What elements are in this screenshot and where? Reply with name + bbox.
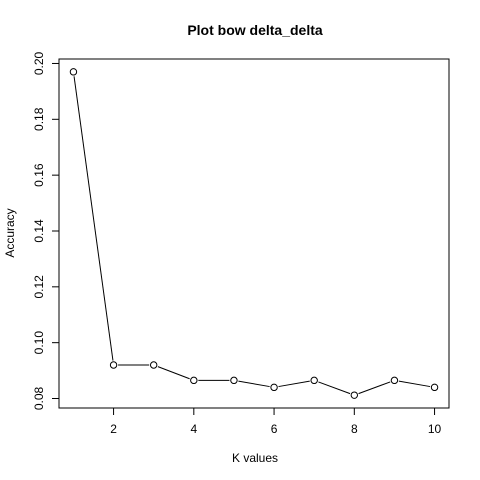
y-tick-label: 0.16 <box>32 163 46 187</box>
x-axis-label: K values <box>232 451 278 465</box>
data-point <box>350 391 359 399</box>
data-point <box>149 361 158 369</box>
x-tick-label: 2 <box>110 422 117 436</box>
data-point <box>69 68 78 76</box>
y-tick-label: 0.12 <box>32 275 46 299</box>
data-point <box>230 376 238 385</box>
x-axis: 2 4 6 8 10 <box>110 407 442 436</box>
y-tick-label: 0.14 <box>32 219 46 243</box>
series-segment <box>73 76 114 361</box>
x-tick-label: 4 <box>190 422 197 436</box>
chart-title: Plot bow delta_delta <box>187 22 323 38</box>
series-segment <box>278 380 310 388</box>
x-tick-label: 8 <box>351 422 358 436</box>
series-group <box>69 68 439 399</box>
y-axis: 0.08 0.10 0.12 0.14 0.16 0.18 0.20 <box>32 51 60 411</box>
data-point <box>310 376 318 385</box>
series-segment <box>157 366 190 380</box>
y-tick-label: 0.20 <box>32 51 46 75</box>
data-point <box>109 361 118 369</box>
y-axis-label: Accuracy <box>3 208 17 257</box>
x-tick-label: 10 <box>428 422 442 436</box>
y-tick-label: 0.08 <box>32 387 46 411</box>
data-point <box>430 383 439 392</box>
y-tick-label: 0.18 <box>32 107 46 131</box>
data-point <box>270 383 278 392</box>
y-tick-label: 0.10 <box>32 331 46 355</box>
data-point <box>390 376 399 385</box>
series-segment <box>358 381 391 395</box>
x-tick-label: 6 <box>271 422 278 436</box>
data-point <box>190 376 198 385</box>
series-segment <box>238 380 270 388</box>
series-segment <box>398 380 431 388</box>
series-segment <box>318 381 351 395</box>
